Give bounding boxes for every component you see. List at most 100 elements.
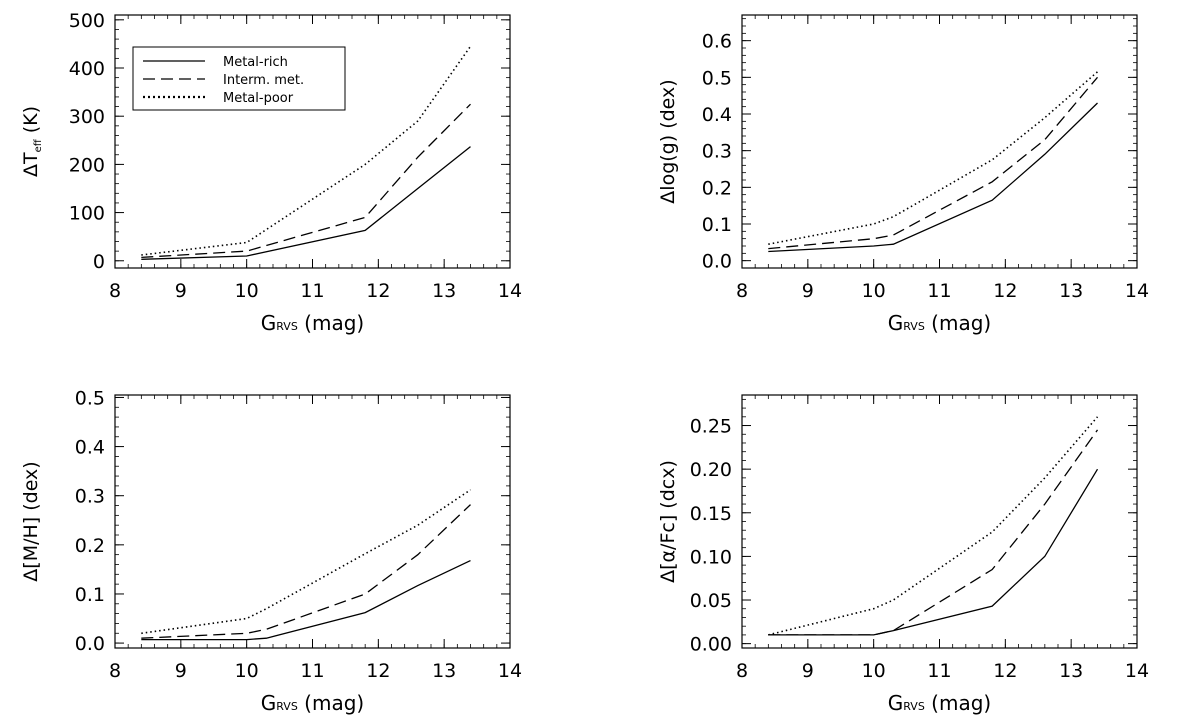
x-tick-label: 11 xyxy=(927,660,951,682)
legend: Metal-rich Interm. met. Metal-poor xyxy=(132,46,346,111)
x-tick-label: 10 xyxy=(235,660,259,682)
x-tick-label: 9 xyxy=(802,280,814,302)
x-axis-title: GRVS (mag) xyxy=(888,311,991,335)
y-tick-label: 0.15 xyxy=(690,503,732,525)
plot-frame xyxy=(741,394,1138,649)
y-tick-label: 500 xyxy=(69,10,105,32)
x-axis-title: GRVS (mag) xyxy=(261,311,364,335)
x-tick-label: 13 xyxy=(432,660,456,682)
y-tick-label: 0.00 xyxy=(690,634,732,656)
y-tick-label: 0.3 xyxy=(75,486,105,508)
x-tick-label: 8 xyxy=(109,280,121,302)
x-tick-label: 12 xyxy=(993,280,1017,302)
x-axis-title-main: G xyxy=(261,691,277,715)
x-tick-label: 12 xyxy=(366,660,390,682)
legend-label: Metal-rich xyxy=(223,55,288,70)
y-tick-label: 0.0 xyxy=(75,633,105,655)
y-tick-label: 0.4 xyxy=(702,104,732,126)
legend-label: Metal-poor xyxy=(223,91,294,106)
y-tick-label: 300 xyxy=(69,106,105,128)
y-axis-title-sub: eff xyxy=(33,138,44,152)
x-tick-label: 11 xyxy=(300,660,324,682)
x-tick-label: 8 xyxy=(736,280,748,302)
y-tick-label: 0.2 xyxy=(702,177,732,199)
x-tick-label: 13 xyxy=(1059,660,1083,682)
series-line-metal-poor xyxy=(768,71,1099,245)
series-line-interm-met- xyxy=(768,429,1099,636)
x-tick-label: 13 xyxy=(1059,280,1083,302)
y-tick-label: 0.1 xyxy=(75,584,105,606)
y-axis-title-main: Δ[M/H] (dex) xyxy=(20,461,42,581)
y-axis-title: ΔTeff (K) xyxy=(20,106,44,177)
series-line-metal-poor xyxy=(141,489,471,635)
y-tick-label: 100 xyxy=(69,203,105,225)
x-axis-title: GRVS (mag) xyxy=(261,691,364,715)
x-tick-label: 11 xyxy=(300,280,324,302)
y-tick-label: 0.6 xyxy=(702,31,732,53)
series-line-metal-poor xyxy=(141,45,472,256)
plot-frame xyxy=(741,14,1138,269)
x-axis-title-rest: (mag) xyxy=(298,691,364,715)
y-tick-label: 0.25 xyxy=(690,416,732,438)
x-tick-label: 9 xyxy=(175,280,187,302)
x-axis-title-main: G xyxy=(888,691,904,715)
series-line-interm-met- xyxy=(768,76,1098,250)
series-line-metal-rich xyxy=(141,560,471,641)
series-line-metal-poor xyxy=(768,416,1099,636)
y-axis-title: Δ[M/H] (dex) xyxy=(20,461,42,581)
x-axis-title-main: G xyxy=(261,311,277,335)
x-tick-label: 14 xyxy=(1125,280,1149,302)
y-axis-title-main: Δ[α/Fc] (dcx) xyxy=(657,460,679,583)
legend-label: Interm. met. xyxy=(223,73,304,88)
y-tick-label: 400 xyxy=(69,58,105,80)
panel-alpha: 8 9 10 11 12 13 14 0.00 0.05 0.10 0.15 0.20 0.25 GRVS… xyxy=(657,394,1149,715)
x-axis-title-rest: (mag) xyxy=(925,691,991,715)
x-tick-label: 8 xyxy=(736,660,748,682)
x-axis-title-sub: RVS xyxy=(903,700,925,713)
x-tick-label: 11 xyxy=(927,280,951,302)
y-axis-title-main: ΔT xyxy=(20,152,42,177)
series-line-interm-met- xyxy=(141,103,471,259)
y-tick-label: 200 xyxy=(69,154,105,176)
y-axis-title-rest: (K) xyxy=(20,106,42,139)
series-line-metal-rich xyxy=(768,468,1099,636)
y-tick-label: 0.10 xyxy=(690,546,732,568)
y-tick-label: 0.0 xyxy=(702,251,732,273)
panel-teff: 8 9 10 11 12 13 14 0 100 200 300 400 500 GRVS (mag) ΔT… xyxy=(20,10,522,335)
y-axis-title: Δlog(g) (dex) xyxy=(657,79,679,203)
x-axis-title-sub: RVS xyxy=(903,320,925,333)
x-axis-title-rest: (mag) xyxy=(925,311,991,335)
x-tick-label: 12 xyxy=(993,660,1017,682)
x-tick-label: 10 xyxy=(862,280,886,302)
panel-logg: 8 9 10 11 12 13 14 0.0 0.1 0.2 0.3 0.4 0.5 0.6 GRVS (m… xyxy=(657,14,1149,335)
x-tick-label: 9 xyxy=(175,660,187,682)
y-tick-label: 0.1 xyxy=(702,214,732,236)
y-tick-label: 0.20 xyxy=(690,459,732,481)
y-tick-label: 0.5 xyxy=(75,387,105,409)
x-axis-title-main: G xyxy=(888,311,904,335)
y-tick-label: 0.3 xyxy=(702,141,732,163)
y-tick-label: 0.5 xyxy=(702,67,732,89)
x-axis-title-sub: RVS xyxy=(276,320,298,333)
y-tick-label: 0 xyxy=(93,251,105,273)
series-line-interm-met- xyxy=(141,504,471,639)
x-axis-title-sub: RVS xyxy=(276,700,298,713)
series-line-metal-rich xyxy=(141,146,471,260)
y-axis-title-main: Δlog(g) (dex) xyxy=(657,79,679,203)
x-tick-label: 14 xyxy=(498,660,522,682)
x-axis-title-rest: (mag) xyxy=(298,311,364,335)
x-tick-label: 10 xyxy=(862,660,886,682)
y-tick-label: 0.05 xyxy=(690,590,732,612)
x-tick-label: 12 xyxy=(366,280,390,302)
series-line-metal-rich xyxy=(768,102,1098,253)
x-tick-label: 8 xyxy=(109,660,121,682)
panel-mh: 8 9 10 11 12 13 14 0.0 0.1 0.2 0.3 0.4 0.5 GRVS (mag)… xyxy=(20,387,522,715)
x-tick-label: 14 xyxy=(1125,660,1149,682)
x-tick-label: 14 xyxy=(498,280,522,302)
y-axis-title: Δ[α/Fc] (dcx) xyxy=(657,460,679,583)
x-tick-label: 9 xyxy=(802,660,814,682)
x-axis-title: GRVS (mag) xyxy=(888,691,991,715)
y-tick-label: 0.4 xyxy=(75,437,105,459)
